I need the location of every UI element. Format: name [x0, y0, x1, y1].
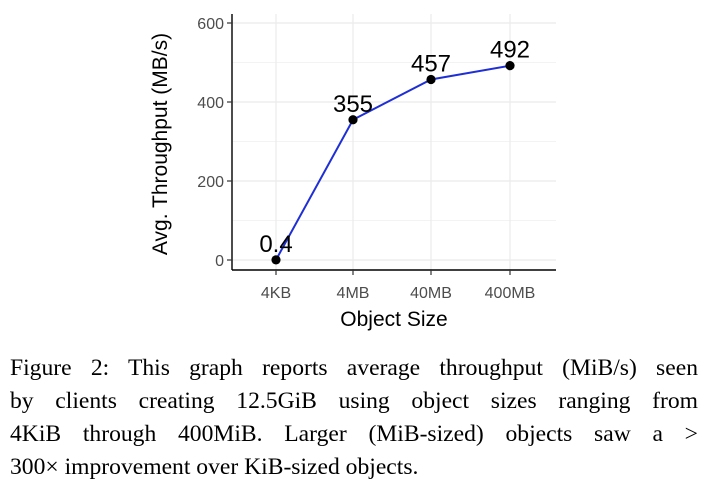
data-label: 492: [490, 37, 530, 64]
data-label: 457: [411, 50, 451, 77]
caption-line: 300× improvement over KiB-sized objects.: [10, 454, 419, 480]
data-points: [271, 61, 515, 265]
series-line-layer: [275, 64, 511, 261]
data-point: [348, 115, 358, 125]
data-label: 355: [333, 91, 373, 118]
y-tick-label: 600: [197, 16, 224, 33]
y-tick-label: 400: [197, 95, 224, 112]
y-axis-title: Avg. Throughput (MB/s): [149, 33, 172, 255]
caption-line: Figure 2: This graph reports average thr…: [10, 355, 698, 381]
caption-line: 4KiB through 400MiB. Larger (MiB-sized) …: [10, 421, 698, 447]
grid-lines: [232, 14, 556, 270]
data-label: 0.4: [259, 231, 292, 258]
figure-caption: Figure 2: This graph reports average thr…: [10, 352, 698, 484]
data-labels: 0.4 355 457 492: [259, 37, 530, 258]
data-point: [505, 61, 515, 71]
y-tick-label: 200: [197, 174, 224, 191]
data-point: [426, 74, 436, 85]
x-tick-label: 400MB: [485, 285, 536, 302]
axes: [227, 14, 556, 275]
x-tick-label: 4KB: [261, 285, 291, 302]
series-line: [275, 64, 511, 261]
x-tick-label: 4MB: [337, 285, 370, 302]
caption-line: by clients creating 12.5GiB using object…: [10, 388, 698, 414]
y-tick-label: 0: [215, 253, 224, 270]
x-tick-label: 40MB: [410, 285, 452, 302]
throughput-line-chart: 0.4 355 457 492 0 200 400 600 4KB 4MB 40MB 400MB O…: [149, 14, 556, 331]
data-point: [271, 255, 281, 265]
tick-labels: 0 200 400 600 4KB 4MB 40MB 400MB: [197, 16, 535, 302]
x-axis-title: Object Size: [340, 308, 447, 331]
